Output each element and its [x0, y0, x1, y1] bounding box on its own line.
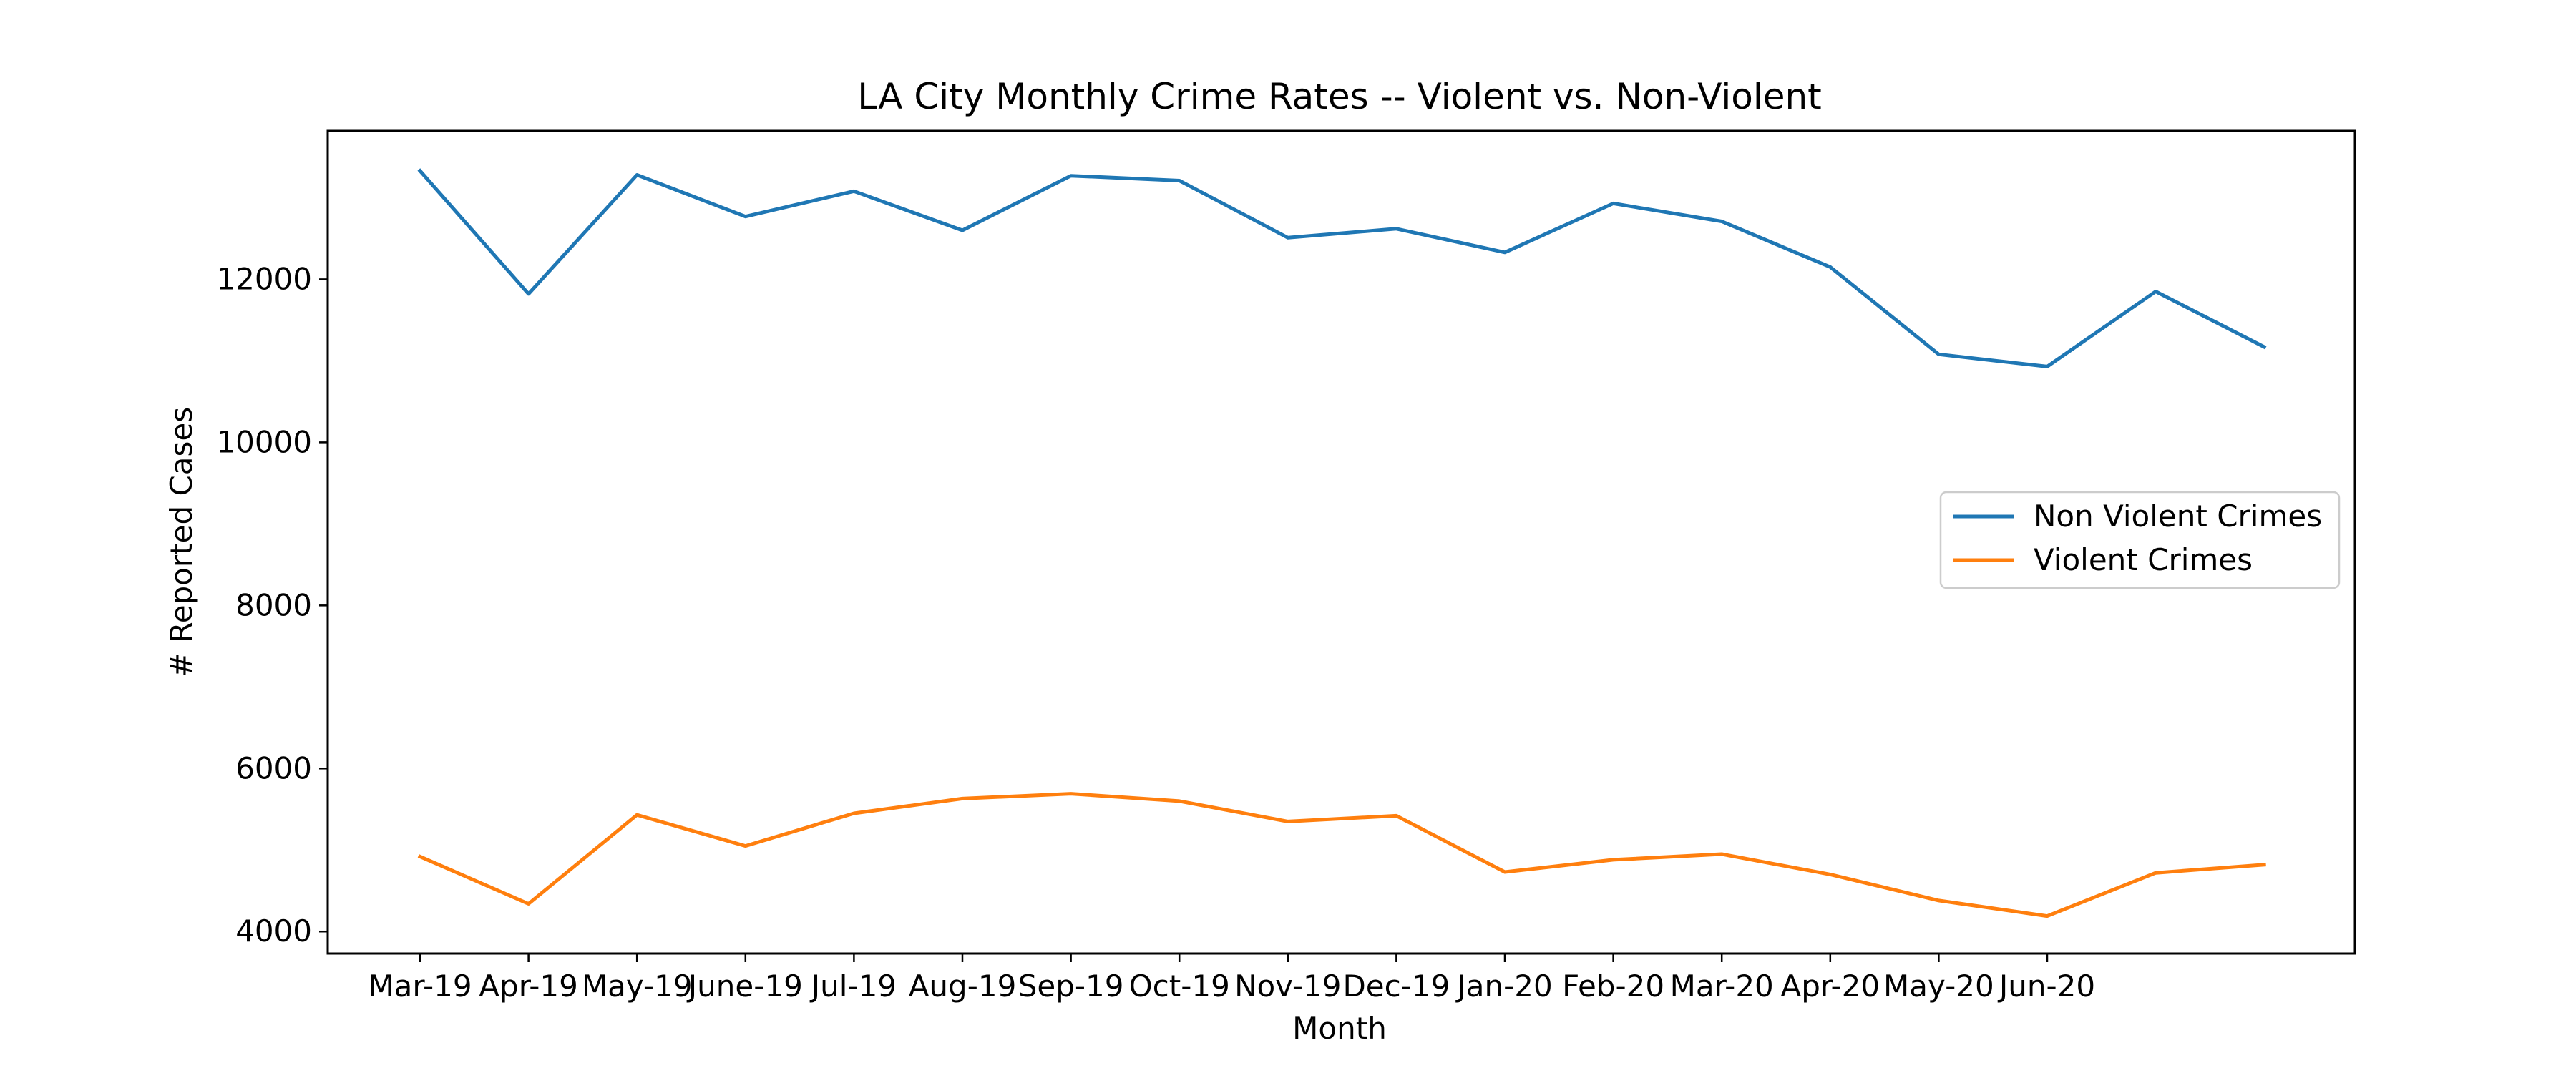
chart-title: LA City Monthly Crime Rates -- Violent v… [857, 76, 1822, 117]
y-tick-label: 4000 [235, 913, 312, 949]
y-tick-label: 12000 [216, 261, 312, 296]
x-tick-label: May-20 [1883, 969, 1994, 1004]
y-tick-label: 8000 [235, 587, 312, 622]
x-tick-label: Dec-19 [1342, 969, 1450, 1004]
legend-label: Violent Crimes [2034, 542, 2253, 577]
x-tick-label: Jan-20 [1455, 969, 1552, 1004]
legend-label: Non Violent Crimes [2034, 499, 2322, 534]
y-axis-ticks: 4000 6000 8000 10000 12000 [216, 261, 328, 949]
legend-box [1939, 491, 2341, 589]
x-tick-label: Mar-19 [368, 969, 472, 1004]
y-tick-label: 6000 [235, 750, 312, 785]
x-tick-label: Nov-19 [1234, 969, 1341, 1004]
legend: Non Violent Crimes Violent Crimes [1939, 491, 2341, 589]
x-tick-label: June-19 [686, 969, 803, 1004]
x-tick-label: May-19 [582, 969, 693, 1004]
series-line-violent [417, 792, 2266, 918]
x-tick-label: Jun-20 [1997, 969, 2095, 1004]
plot-area-frame [326, 129, 2356, 955]
y-axis-label: # Reported Cases [164, 407, 199, 677]
series-line-non-violent [417, 168, 2267, 368]
x-tick-label: Aug-19 [909, 969, 1017, 1004]
x-tick-label: Feb-20 [1562, 969, 1664, 1004]
series-layer [417, 168, 2267, 918]
x-axis-label: Month [1292, 1011, 1387, 1046]
y-tick-label: 10000 [216, 424, 312, 459]
x-tick-label: Oct-19 [1129, 969, 1230, 1004]
x-tick-label: Apr-19 [479, 969, 578, 1004]
x-tick-label: Sep-19 [1018, 969, 1124, 1004]
x-tick-label: Jul-19 [809, 969, 897, 1004]
x-tick-label: Mar-20 [1670, 969, 1774, 1004]
x-tick-label: Apr-20 [1781, 969, 1880, 1004]
